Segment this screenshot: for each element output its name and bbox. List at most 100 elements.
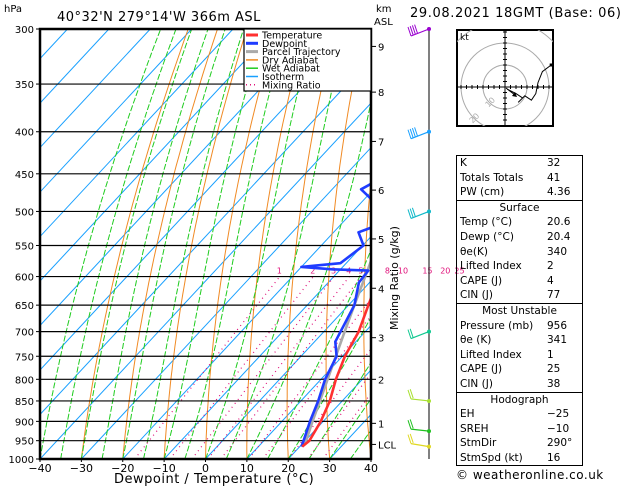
height-tick-label: 1 (378, 419, 384, 430)
surface-heading: Surface (499, 201, 540, 214)
index-row-pw: PW (cm) 4.36 (460, 186, 571, 199)
height-tick-label: 4 (378, 284, 384, 295)
wind-barb-feather (409, 128, 414, 139)
y-tick-label: 950 (15, 437, 34, 448)
y-tick-label: 750 (15, 352, 34, 363)
y-tick-label: 450 (15, 170, 34, 181)
dry-adiabat-line (436, 29, 454, 459)
hodo-row: StmDir 290° (460, 437, 573, 450)
wind-barb-feather (414, 127, 419, 137)
wind-barb-feather (407, 129, 412, 139)
wind-barb (407, 328, 431, 340)
hodo-row: EH −25 (460, 408, 570, 421)
isotherm-line (40, 29, 234, 238)
wind-barb-feather (409, 328, 414, 338)
mixing-ratio-line (191, 276, 335, 459)
wind-barb-feather (407, 329, 412, 339)
wind-barb-shaft (410, 210, 430, 220)
y-tick-label: 600 (15, 273, 34, 284)
wet-adiabat-line (184, 29, 288, 459)
y-tick-label: 300 (15, 25, 34, 36)
mixing-ratio-label: 20 (440, 267, 450, 276)
x-tick-label: −30 (70, 462, 93, 475)
legend-label: Temperature (261, 31, 322, 42)
dry-adiabat-line (163, 29, 248, 459)
height-tick-label: 5 (378, 235, 384, 246)
surface-row: Temp (°C) 20.6 (460, 216, 571, 229)
hodograph-ring-label: 30 (452, 127, 466, 141)
hodograph-section: Hodograph EH −25 SREH −10 StmDir 290° StmSp… (457, 393, 582, 467)
storm-motion-arrow (505, 87, 516, 96)
surface-row: Lifted Index 2 (460, 260, 554, 273)
x-tick-label: 0 (202, 462, 209, 475)
general-indices: K 32 Totals Totals 41 PW (cm) 4.36 (457, 156, 582, 201)
y-tick-label: 550 (15, 241, 34, 252)
hodo-row: StmSpd (kt) 16 (460, 451, 561, 464)
dewpoint-profile (300, 182, 371, 448)
isotherm-line (40, 57, 371, 416)
mu-row: Lifted Index 1 (460, 348, 554, 361)
mixing-ratio-line (169, 276, 314, 459)
isotherm-line (40, 29, 358, 371)
mixing-ratio-line (322, 392, 371, 459)
x-tick-label: −40 (28, 462, 51, 475)
storm-motion-arrowhead (512, 92, 517, 97)
wind-barb-feather (409, 208, 414, 218)
isotherm-line (40, 29, 151, 149)
x-tick-label: 40 (364, 462, 378, 475)
wind-barb-feather (409, 433, 414, 444)
legend-label: Wet Adiabat (262, 64, 320, 75)
wind-barb-feather (411, 207, 416, 217)
x-tick-label: −20 (111, 462, 134, 475)
height-tick-label: 9 (378, 42, 384, 53)
x-axis-title: Dewpoint / Temperature (°C) (114, 472, 314, 486)
indices-table: K 32 Totals Totals 41 PW (cm) 4.36 Surface … (456, 155, 583, 467)
x-tick-label: 10 (240, 462, 254, 475)
wet-adiabat-line (308, 361, 371, 459)
legend-label: Mixing Ratio (262, 80, 321, 91)
height-tick-label: 7 (378, 137, 384, 148)
wind-barb-feather (411, 25, 416, 35)
isotherm-line (246, 324, 371, 459)
isotherm-line (40, 29, 317, 327)
wind-barb-feather (407, 389, 412, 400)
wind-barb-feather (409, 26, 414, 36)
legend-box (243, 28, 372, 92)
wind-barb-shaft (410, 28, 430, 37)
height-tick-label: LCL (378, 440, 397, 451)
pressure-unit-label: hPa (4, 4, 22, 15)
mixing-ratio-line (262, 314, 371, 459)
surface-row: θe(K) 340 (460, 245, 568, 258)
y-tick-label: 500 (15, 207, 34, 218)
surface-section: Surface Temp (°C) 20.6 Dewp (°C) 20.4 θe(K… (457, 201, 582, 304)
legend-label: Dewpoint (262, 39, 307, 50)
height-tick-label: 6 (378, 186, 384, 197)
index-row-totals: Totals Totals 41 (460, 171, 561, 184)
wind-barb-shaft (410, 331, 430, 340)
wet-adiabat-line (142, 29, 245, 459)
surface-row: Dewp (°C) 20.4 (460, 230, 571, 243)
datetime-title: 29.08.2021 18GMT (Base: 06) (410, 6, 622, 21)
hodograph-trace (506, 64, 552, 103)
isotherm-line (205, 280, 371, 459)
hodograph-endpoint (549, 63, 553, 67)
temperature-profile (301, 294, 371, 448)
isotherm-line (122, 191, 371, 459)
wind-barb-feather (414, 24, 419, 34)
wind-barb (407, 388, 431, 403)
mu-row: CAPE (J) 25 (460, 363, 561, 376)
mu-row: Pressure (mb) 956 (460, 319, 568, 332)
credit-text[interactable]: © weatheronline.co.uk (456, 468, 604, 482)
mixing-ratio-label: 3 (331, 267, 336, 276)
mixing-ratio-line (307, 372, 371, 459)
wet-adiabat-line (329, 397, 371, 459)
wet-adiabat-line (60, 29, 177, 459)
legend-label: Dry Adiabat (262, 55, 319, 66)
mixing-ratio-label: 2 (310, 267, 315, 276)
wind-barb-feather (407, 209, 412, 219)
hodo-row: SREH −10 (460, 422, 570, 435)
index-row-k: K 32 (460, 157, 561, 169)
legend-label: Parcel Trajectory (262, 47, 341, 58)
isotherm-line (40, 102, 371, 459)
